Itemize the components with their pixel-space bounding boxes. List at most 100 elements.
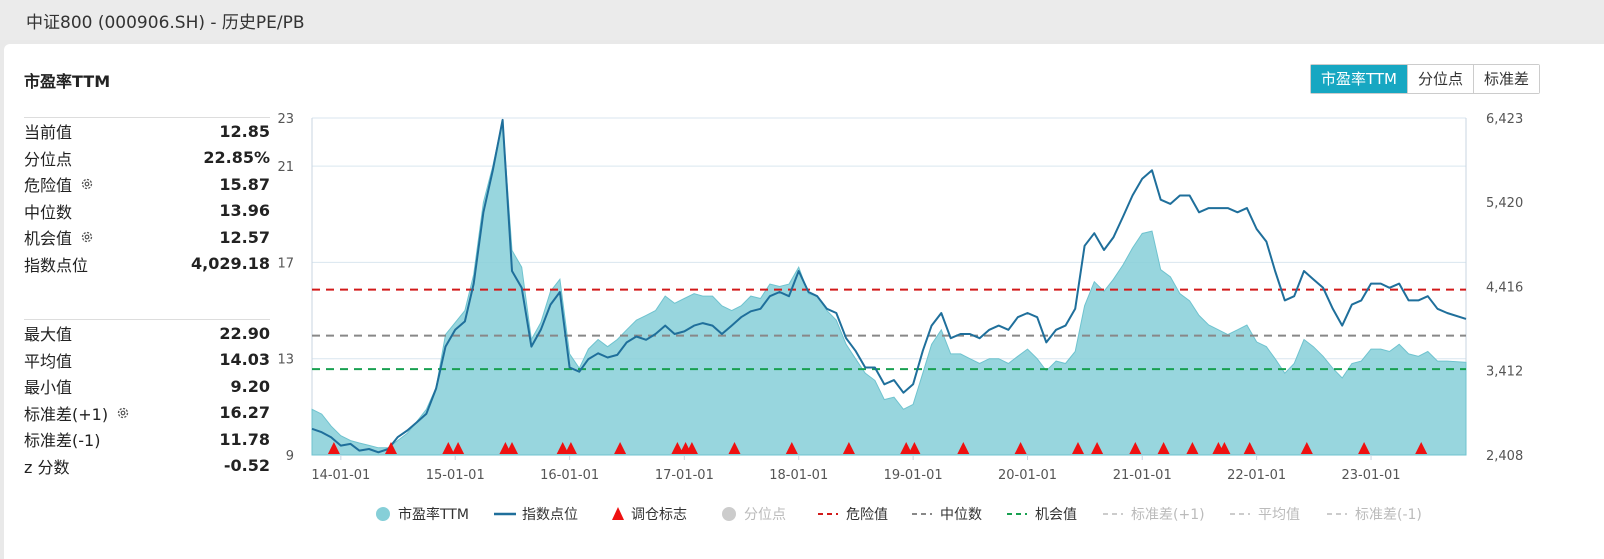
legend-stddev-plus-label: 标准差(+1) xyxy=(1131,507,1205,523)
stat-label-wrap: 标准差(+1) xyxy=(24,401,130,425)
rebalance-marker xyxy=(442,442,455,454)
rebalance-marker xyxy=(1157,442,1170,454)
metric-toggle-group: 市盈率TTM 分位点 标准差 xyxy=(1310,64,1541,94)
legend-stddev-minus-label: 标准差(-1) xyxy=(1355,507,1422,523)
stat-max: 最大值 22.90 xyxy=(24,320,270,347)
stat-median: 中位数 13.96 xyxy=(24,198,270,225)
rebalance-marker xyxy=(1358,442,1371,454)
rebalance-marker xyxy=(785,442,798,454)
stat-label: 最大值 xyxy=(24,325,73,345)
rebalance-marker xyxy=(842,442,855,454)
legend-danger-label: 危险值 xyxy=(846,507,888,523)
window-titlebar: 中证800 (000906.SH) - 历史PE/PB xyxy=(0,0,1604,40)
legend-pe-ttm-label: 市盈率TTM xyxy=(398,506,469,523)
rebalance-marker xyxy=(671,442,684,454)
legend-index-level-label: 指数点位 xyxy=(522,507,578,523)
stat-value: 11.78 xyxy=(219,429,270,449)
y-left-tick-label: 9 xyxy=(286,449,294,464)
window-title: 中证800 (000906.SH) - 历史PE/PB xyxy=(26,13,305,33)
stat-stddev-plus: 标准差(+1) 16.27 xyxy=(24,400,270,427)
x-tick-label: 18-01-01 xyxy=(769,468,828,483)
x-tick-label: 17-01-01 xyxy=(655,468,714,483)
rebalance-marker xyxy=(556,442,569,454)
panel-title: 市盈率TTM xyxy=(24,72,111,91)
stat-label: 危险值 xyxy=(24,176,73,196)
stat-label: 分位点 xyxy=(24,149,73,169)
stat-percentile: 分位点 22.85% xyxy=(24,145,270,172)
legend-rebalance-triangle-icon xyxy=(612,507,624,520)
index-level-line xyxy=(311,118,1467,454)
legend-opportunity-label: 机会值 xyxy=(1035,507,1077,523)
rebalance-marker xyxy=(614,442,627,454)
y-right-tick-label: 5,420 xyxy=(1486,196,1523,211)
pe-ttm-area xyxy=(311,120,1467,456)
rebalance-marker xyxy=(564,442,577,454)
stat-value: 4,029.18 xyxy=(191,254,270,274)
stat-danger: 危险值 15.87 xyxy=(24,171,270,198)
rebalance-marker xyxy=(900,442,913,454)
rebalance-marker xyxy=(685,442,698,454)
stat-index-level: 指数点位 4,029.18 xyxy=(24,251,270,278)
rebalance-marker xyxy=(327,442,340,454)
stat-label: 当前值 xyxy=(24,123,73,143)
stat-label: 平均值 xyxy=(24,351,73,371)
rebalance-marker xyxy=(452,442,465,454)
y-right-tick-label: 2,408 xyxy=(1486,449,1523,464)
legend-mean-label: 平均值 xyxy=(1258,507,1300,523)
x-tick-label: 20-01-01 xyxy=(998,468,1057,483)
stat-label: 标准差(-1) xyxy=(24,431,101,451)
rebalance-marker xyxy=(957,442,970,454)
rebalance-marker xyxy=(1300,442,1313,454)
toggle-percentile-button[interactable]: 分位点 xyxy=(1407,65,1474,93)
stat-value: 12.57 xyxy=(219,227,270,247)
x-tick-label: 19-01-01 xyxy=(884,468,943,483)
stat-min: 最小值 9.20 xyxy=(24,373,270,400)
rebalance-marker xyxy=(506,442,518,454)
rebalance-marker xyxy=(1014,442,1027,454)
toggle-stddev-button[interactable]: 标准差 xyxy=(1473,65,1540,93)
stat-current: 当前值 12.85 xyxy=(24,118,270,145)
stat-value: 9.20 xyxy=(230,376,270,396)
rebalance-marker xyxy=(1091,442,1104,454)
stats-primary: 当前值 12.85 分位点 22.85% 危险值 15.87 中位数 13.96… xyxy=(24,117,270,277)
stats-secondary: 最大值 22.90 平均值 14.03 最小值 9.20 标准差(+1) 16.… xyxy=(24,319,270,479)
y-right-tick-label: 6,423 xyxy=(1486,112,1523,127)
toggle-pe-ttm-button[interactable]: 市盈率TTM xyxy=(1311,65,1408,93)
rebalance-marker xyxy=(1415,442,1428,454)
rebalance-marker xyxy=(728,442,741,454)
stat-stddev-minus: 标准差(-1) 11.78 xyxy=(24,426,270,453)
legend-pe-ttm-circle-icon xyxy=(376,507,390,521)
stat-label: 最小值 xyxy=(24,378,73,398)
stat-value: -0.52 xyxy=(223,456,270,476)
x-tick-label: 21-01-01 xyxy=(1113,468,1172,483)
rebalance-marker xyxy=(1243,442,1256,454)
gear-icon[interactable] xyxy=(116,406,130,420)
x-tick-label: 14-01-01 xyxy=(311,468,370,483)
gear-icon[interactable] xyxy=(80,230,94,244)
rebalance-marker xyxy=(908,442,921,454)
rebalance-marker xyxy=(1218,442,1231,454)
stat-value: 22.85% xyxy=(203,148,270,168)
stat-label: 标准差(+1) xyxy=(24,404,109,424)
y-left-tick-label: 13 xyxy=(277,353,294,368)
stat-label-wrap: 机会值 xyxy=(24,225,94,249)
rebalance-marker xyxy=(1072,442,1084,454)
legend-rebalance-label: 调仓标志 xyxy=(631,507,687,523)
legend-percentile-circle-icon xyxy=(722,507,736,521)
stat-label: z 分数 xyxy=(24,457,70,477)
stat-mean: 平均值 14.03 xyxy=(24,347,270,374)
gear-icon[interactable] xyxy=(80,177,94,191)
x-tick-label: 23-01-01 xyxy=(1342,468,1401,483)
stat-label-wrap: 危险值 xyxy=(24,172,94,196)
stat-value: 15.87 xyxy=(219,174,270,194)
stat-value: 12.85 xyxy=(219,121,270,141)
y-left-tick-label: 21 xyxy=(277,160,294,175)
stat-zscore: z 分数 -0.52 xyxy=(24,453,270,480)
rebalance-marker xyxy=(1129,442,1142,454)
stat-value: 14.03 xyxy=(219,350,270,370)
stat-value: 22.90 xyxy=(219,323,270,343)
legend-median-label: 中位数 xyxy=(940,507,982,523)
stat-label: 中位数 xyxy=(24,202,73,222)
y-right-tick-label: 3,412 xyxy=(1486,365,1523,380)
